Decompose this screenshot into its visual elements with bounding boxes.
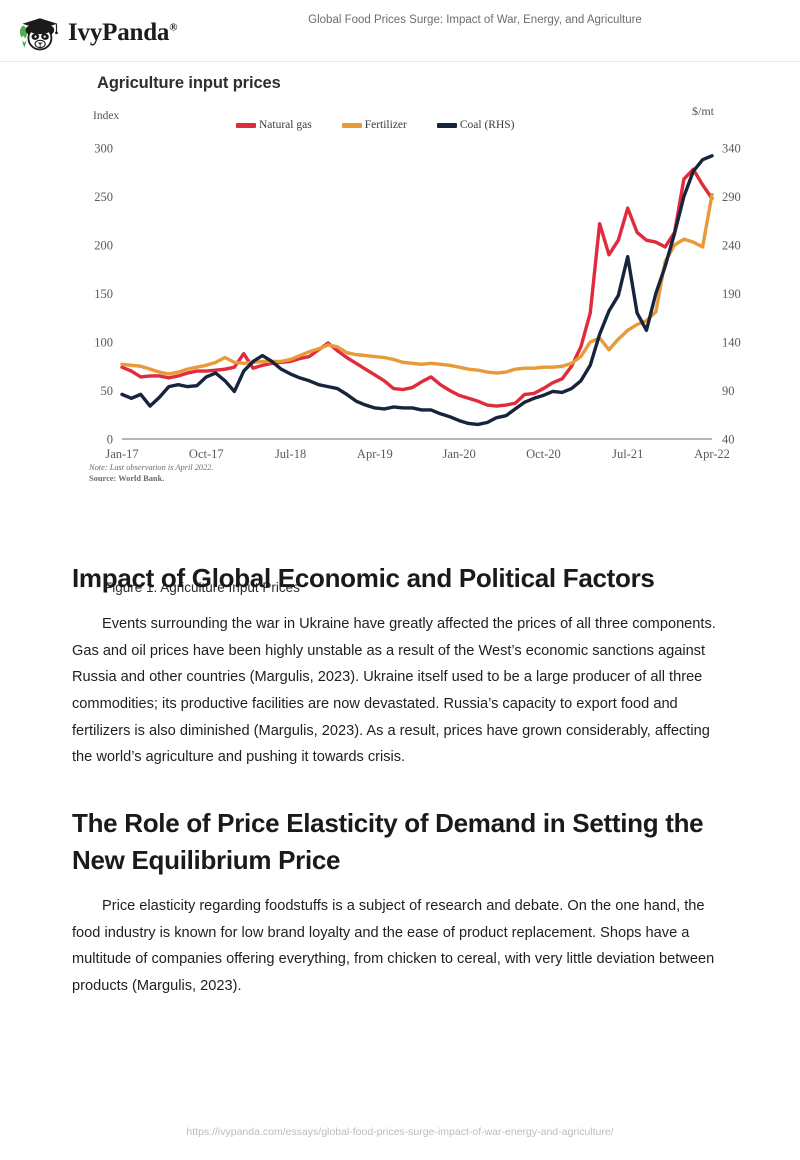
series-line-fertilizer (120, 192, 714, 376)
y-axis-tick-label: 300 (94, 142, 113, 156)
y2-axis-unit-label: $/mt (692, 104, 715, 118)
y-axis-tick-label: 200 (94, 239, 113, 253)
y2-axis-tick-label: 140 (722, 336, 741, 350)
section-heading-price-elasticity: The Role of Price Elasticity of Demand i… (72, 808, 704, 876)
chart-note-line: Note: Last observation is April 2022. (89, 463, 214, 472)
chart-legend: Natural gas Fertilizer Coal (RHS) (236, 119, 514, 131)
x-axis-tick-label: Jul-18 (275, 447, 306, 461)
legend-swatch-coal (436, 122, 457, 128)
legend-item-natural-gas[interactable]: Natural gas (236, 119, 312, 131)
x-axis-tick-label: Apr-22 (694, 447, 730, 461)
section-heading-impact: Impact of Global Economic and Political … (72, 563, 655, 593)
legend-label-natural-gas: Natural gas (259, 119, 312, 131)
series-line-natural-gas (120, 167, 714, 408)
legend-item-fertilizer[interactable]: Fertilizer (341, 119, 407, 131)
y-axis-tick-label: 150 (94, 287, 113, 301)
y2-axis-tick-label: 290 (722, 190, 741, 204)
chart-plot-area: 0 50 100 150 200 250 300 40 90 140 190 240 290 340 J… (94, 142, 741, 462)
panda-graduation-cap-icon (19, 18, 58, 51)
paragraph-impact: Events surrounding the war in Ukraine ha… (72, 615, 716, 766)
y2-axis-tick-label: 190 (722, 287, 741, 301)
page-header: IvyPanda® Global Food Prices Surge: Impa… (0, 0, 800, 62)
figure-caption: Figure 1. Agriculture Input Prices (104, 580, 300, 595)
x-axis-tick-label: Jan-17 (105, 447, 138, 461)
chart-title: Agriculture input prices (97, 74, 281, 92)
agriculture-input-prices-chart: Agriculture input prices Index $/mt Natu… (0, 62, 800, 502)
y-axis-left-ticks: 0 50 100 150 200 250 300 (94, 142, 113, 447)
y2-axis-tick-label: 240 (722, 239, 741, 253)
x-axis-tick-label: Oct-17 (189, 447, 224, 461)
chart-source-note: Note: Last observation is April 2022. So… (89, 462, 214, 485)
document-title: Global Food Prices Surge: Impact of War,… (308, 14, 642, 26)
y2-axis-tick-label: 340 (722, 142, 741, 156)
article-content: Impact of Global Economic and Political … (72, 548, 728, 1000)
y2-axis-tick-label: 40 (722, 433, 735, 447)
legend-label-fertilizer: Fertilizer (364, 119, 407, 131)
series-line-coal-rhs (120, 154, 714, 427)
x-axis-tick-label: Apr-19 (357, 447, 393, 461)
brand-name: IvyPanda® (68, 18, 178, 46)
chart-series-lines (120, 154, 714, 427)
footer-url: https://ivypanda.com/essays/global-food-… (186, 1126, 614, 1138)
x-axis-tick-labels: Jan-17 Oct-17 Jul-18 Apr-19 Jan-20 Oct-20 Jul-… (105, 447, 730, 461)
y2-axis-tick-label: 90 (722, 384, 735, 398)
x-axis-tick-label: Jan-20 (442, 447, 475, 461)
figure-block: Agriculture input prices Index $/mt Natu… (0, 62, 800, 595)
y-axis-tick-label: 100 (94, 336, 113, 350)
legend-swatch-natural-gas (236, 122, 256, 128)
y-axis-tick-label: 50 (101, 384, 114, 398)
chart-source-line: Source: World Bank. (89, 474, 165, 484)
legend-label-coal: Coal (RHS) (459, 119, 515, 131)
y-axis-tick-label: 0 (107, 433, 113, 447)
x-axis-tick-label: Jul-21 (612, 447, 643, 461)
registered-trademark: ® (169, 21, 178, 34)
x-axis-tick-label: Oct-20 (526, 447, 561, 461)
paragraph-price-elasticity: Price elasticity regarding foodstuffs is… (72, 897, 715, 995)
y-axis-right-ticks: 40 90 140 190 240 290 340 (722, 142, 741, 447)
y-axis-unit-label: Index (93, 110, 120, 122)
legend-item-coal[interactable]: Coal (RHS) (436, 119, 515, 131)
y-axis-tick-label: 250 (94, 190, 113, 204)
brand-logo-block[interactable]: IvyPanda® (16, 9, 177, 55)
legend-swatch-fertilizer (341, 122, 362, 128)
